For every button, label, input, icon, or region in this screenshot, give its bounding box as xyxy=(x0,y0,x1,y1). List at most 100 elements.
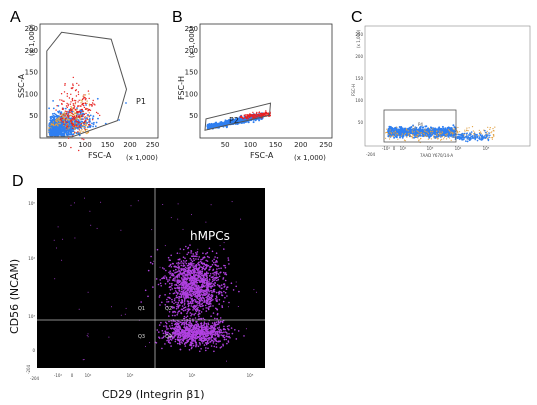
event-point xyxy=(87,131,89,134)
event-point xyxy=(77,132,80,135)
event-point xyxy=(404,133,406,136)
event-point xyxy=(191,286,194,289)
event-point xyxy=(191,255,193,257)
event-point xyxy=(79,126,81,128)
event-point xyxy=(199,312,201,315)
event-point xyxy=(252,111,254,114)
event-point xyxy=(225,273,228,276)
x-tick-label: 100 xyxy=(78,141,91,149)
event-point xyxy=(439,130,441,132)
event-point xyxy=(214,298,217,300)
event-point xyxy=(156,248,159,251)
event-point xyxy=(188,266,190,269)
event-point xyxy=(189,266,192,269)
event-point xyxy=(188,286,191,288)
event-point xyxy=(49,116,52,118)
event-point xyxy=(459,131,461,133)
event-point xyxy=(408,132,410,134)
event-point xyxy=(78,129,81,131)
event-point xyxy=(81,100,83,102)
event-point xyxy=(66,111,68,113)
event-point xyxy=(187,262,190,265)
event-point xyxy=(65,122,68,125)
event-point xyxy=(211,124,214,127)
event-point xyxy=(164,294,166,296)
event-point xyxy=(258,111,260,114)
event-point xyxy=(118,119,120,121)
event-point xyxy=(215,291,218,294)
event-point xyxy=(77,113,79,116)
event-point xyxy=(194,283,196,286)
event-point xyxy=(59,120,61,122)
event-point xyxy=(195,281,198,284)
event-point xyxy=(82,97,84,100)
event-point xyxy=(64,107,67,110)
event-point xyxy=(73,105,76,107)
event-point xyxy=(203,299,206,301)
event-point xyxy=(209,268,211,271)
event-point xyxy=(174,290,177,292)
event-point xyxy=(174,265,176,268)
event-point xyxy=(238,290,240,293)
event-point xyxy=(228,301,230,304)
event-point xyxy=(182,289,185,292)
event-point xyxy=(173,292,176,294)
event-point xyxy=(187,246,190,249)
event-point xyxy=(467,130,469,132)
event-point xyxy=(79,111,82,114)
event-point xyxy=(56,124,59,127)
event-point xyxy=(394,130,396,132)
event-point xyxy=(66,95,69,97)
event-point xyxy=(179,248,182,250)
event-point xyxy=(194,265,196,268)
event-point xyxy=(89,124,91,126)
y-tick-label: 150 xyxy=(25,69,38,77)
event-point xyxy=(86,121,88,124)
event-point xyxy=(173,299,176,302)
event-point xyxy=(155,278,158,280)
event-point xyxy=(473,132,476,135)
event-point xyxy=(205,283,208,286)
event-point xyxy=(464,131,466,133)
event-point xyxy=(183,297,186,299)
event-point xyxy=(85,124,88,126)
event-point xyxy=(208,280,210,283)
event-point xyxy=(419,132,421,134)
event-point xyxy=(72,84,74,87)
event-point xyxy=(166,301,168,303)
event-point xyxy=(389,133,392,136)
event-point xyxy=(427,133,429,135)
event-point xyxy=(174,311,177,313)
event-point xyxy=(72,104,75,107)
event-point xyxy=(49,125,51,128)
event-point xyxy=(191,279,194,282)
event-point xyxy=(70,109,73,111)
event-point xyxy=(169,270,171,273)
event-point xyxy=(178,299,180,302)
event-point xyxy=(65,117,67,120)
event-point xyxy=(89,109,92,112)
event-point xyxy=(227,257,229,259)
event-point xyxy=(178,297,180,300)
event-point xyxy=(216,270,218,273)
event-point xyxy=(174,278,176,280)
event-point xyxy=(171,288,173,290)
event-point xyxy=(187,251,190,254)
event-point xyxy=(84,94,87,96)
event-point xyxy=(199,305,202,308)
event-point xyxy=(58,128,61,131)
event-point xyxy=(151,263,154,265)
event-point xyxy=(95,121,98,124)
event-point xyxy=(71,107,73,109)
event-point xyxy=(62,114,65,116)
event-point xyxy=(394,135,397,138)
event-point xyxy=(391,135,393,137)
event-point xyxy=(492,128,494,130)
event-point xyxy=(183,300,186,303)
event-point xyxy=(83,124,85,126)
event-point xyxy=(192,288,194,290)
panel-a-gate-label: P1 xyxy=(136,97,146,106)
event-point xyxy=(205,307,207,309)
event-point xyxy=(480,131,482,133)
event-point xyxy=(476,136,479,138)
